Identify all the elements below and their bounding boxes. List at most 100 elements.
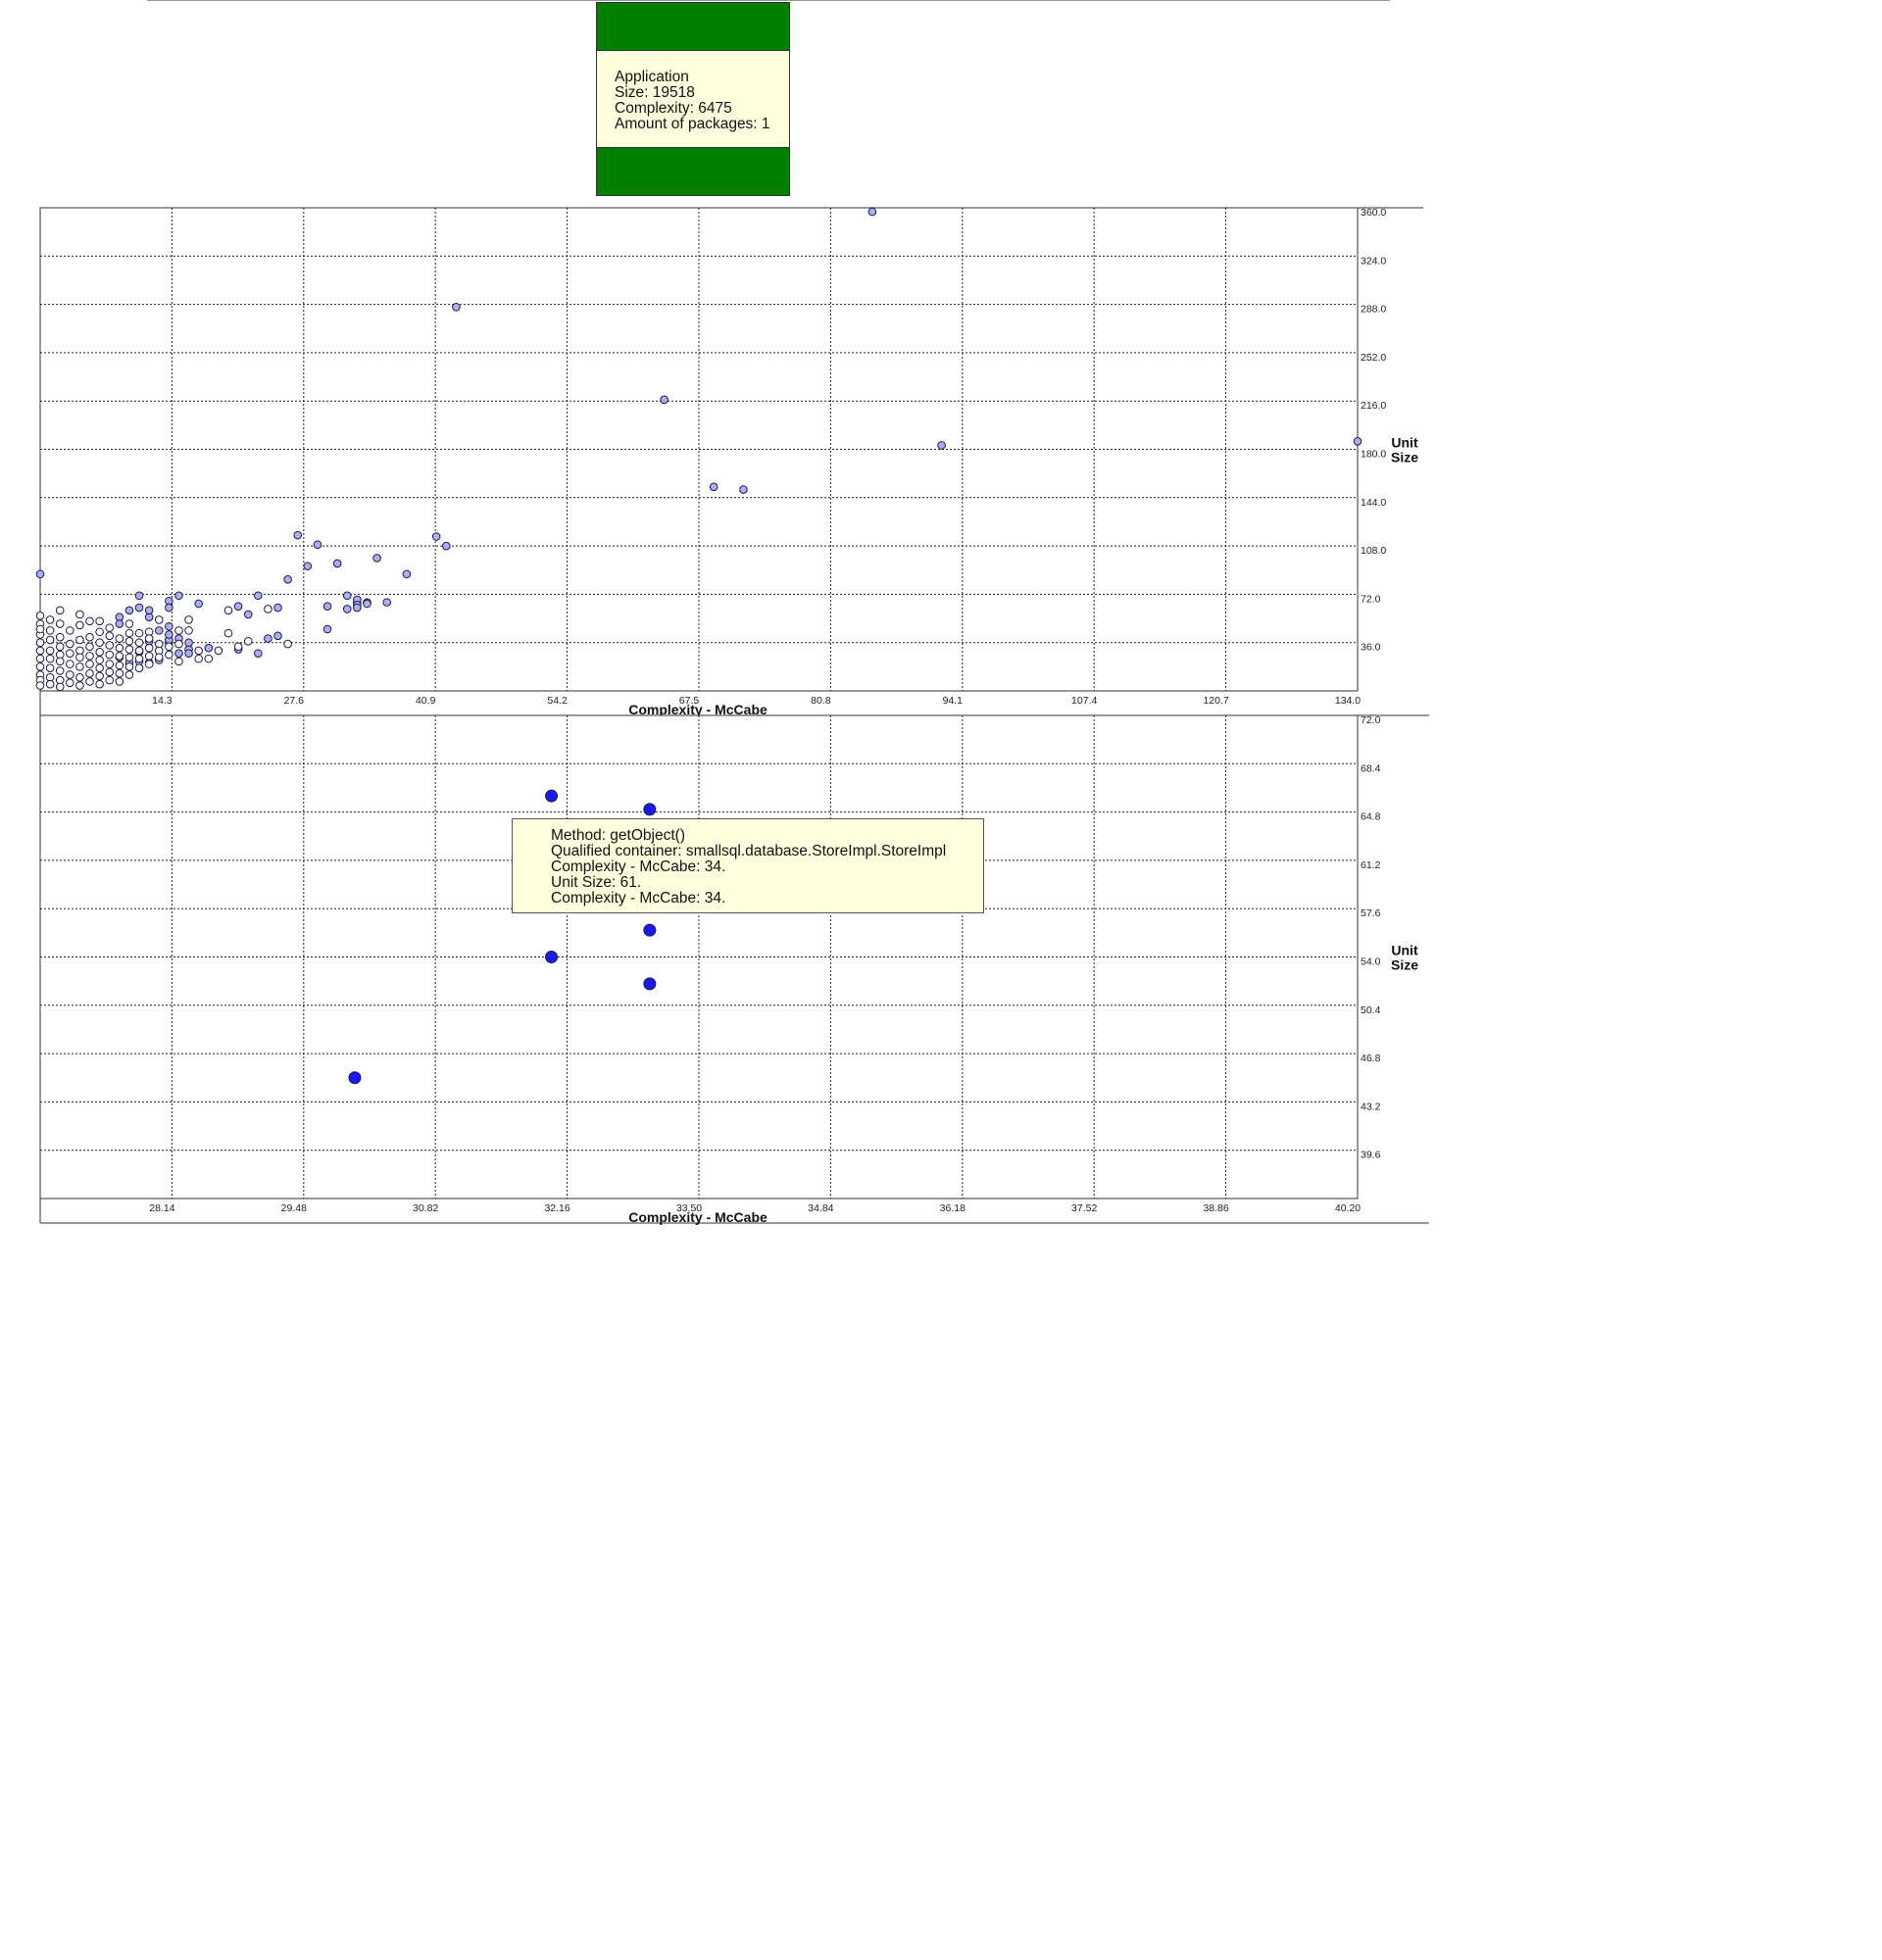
tooltip-unit-size: Unit Size: 61. [551,874,642,891]
application-node-footer-band [597,147,789,195]
y-axis-title-line: Size [1391,957,1418,973]
data-point [204,654,214,663]
data-point [382,598,391,607]
application-size: Size: 19518 [615,84,695,101]
data-point [66,670,74,679]
data-point [105,660,115,668]
data-point [223,606,233,615]
data-point [95,656,104,664]
data-point [75,620,84,630]
data-point [35,681,45,690]
data-point [55,606,65,615]
data-point [184,649,193,658]
y-axis-title-line: Unit [1391,435,1418,451]
data-point [115,643,124,653]
data-point [124,645,134,654]
data-point [342,591,352,601]
data-point [264,605,272,613]
data-point [124,606,134,615]
y-tick-label: 108.0 [1361,545,1386,557]
data-point [154,615,164,624]
data-point [115,661,124,670]
data-point [322,624,332,634]
data-point [322,602,332,612]
data-point [342,605,352,613]
data-point [442,541,451,551]
x-tick-label: 67.5 [679,695,700,707]
scatter-chart-zoomed[interactable]: 28.14 29.48 30.82 32.16 33.50 34.84 36.18 37.52… [0,713,1441,1225]
data-point [105,623,115,632]
data-point [95,663,104,673]
data-point [204,643,214,653]
data-point [105,650,115,660]
y-tick-label: 46.8 [1361,1053,1381,1064]
data-point [35,662,45,671]
tooltip-method: Method: getObject() [551,827,685,844]
data-point [194,646,203,656]
data-point [66,639,74,649]
data-point [35,624,45,634]
data-point [124,653,134,662]
data-point [95,627,104,637]
data-point [75,653,84,662]
data-point [85,660,94,668]
y-tick-label: 39.6 [1361,1150,1381,1161]
y-tick-label: 324.0 [1361,255,1386,267]
data-point [243,610,253,619]
data-point [867,207,877,217]
data-point [293,530,303,540]
y-tick-label: 180.0 [1361,449,1386,461]
data-point [85,652,94,661]
data-point [283,575,292,584]
x-tick-label: 37.52 [1071,1202,1097,1214]
data-point [95,679,104,689]
data-point [75,610,84,619]
y-axis-title-line: Size [1391,450,1418,466]
data-point [372,554,381,563]
data-point [134,628,144,638]
application-node[interactable]: Application Size: 19518 Complexity: 6475… [596,2,790,196]
data-point [124,619,134,628]
data-point [105,641,115,650]
data-point [545,951,559,963]
data-point [75,673,84,682]
data-point [709,482,718,492]
data-point [45,646,55,656]
x-tick-label: 120.7 [1203,695,1228,707]
data-point [165,603,173,612]
application-complexity: Complexity: 6475 [615,100,732,117]
data-point [124,670,134,679]
data-point [174,639,183,649]
data-point [55,682,65,692]
data-point [660,395,669,405]
data-point [165,630,173,639]
x-tick-label: 54.2 [547,695,568,707]
data-point [223,628,233,638]
x-tick-label: 94.1 [943,695,964,707]
data-point [35,646,45,656]
x-tick-label: 34.84 [808,1202,833,1214]
data-point [35,569,45,579]
x-axis-title: Complexity - McCabe [628,702,768,717]
x-tick-label: 40.20 [1335,1202,1361,1214]
plot-frame [39,207,1359,692]
y-tick-label: 36.0 [1361,642,1381,654]
data-point [134,638,144,648]
x-tick-label: 14.3 [152,695,173,707]
x-axis-title: Complexity - McCabe [628,1209,768,1225]
scatter-chart-overview[interactable]: 14.3 27.6 40.9 54.2 67.5 80.8 94.1 107.4 120.7 13… [0,206,1441,717]
x-tick-label: 40.9 [416,695,436,707]
y-tick-label: 64.8 [1361,811,1381,823]
data-point [75,635,84,645]
data-point [55,619,65,628]
data-point [233,602,243,612]
data-point [154,653,164,662]
data-point [264,634,272,643]
data-point [134,654,144,663]
data-point [545,789,559,803]
data-point [174,649,183,658]
data-point [233,642,243,652]
data-point [283,639,292,649]
x-tick-label: 80.8 [811,695,831,707]
data-point [134,603,144,612]
